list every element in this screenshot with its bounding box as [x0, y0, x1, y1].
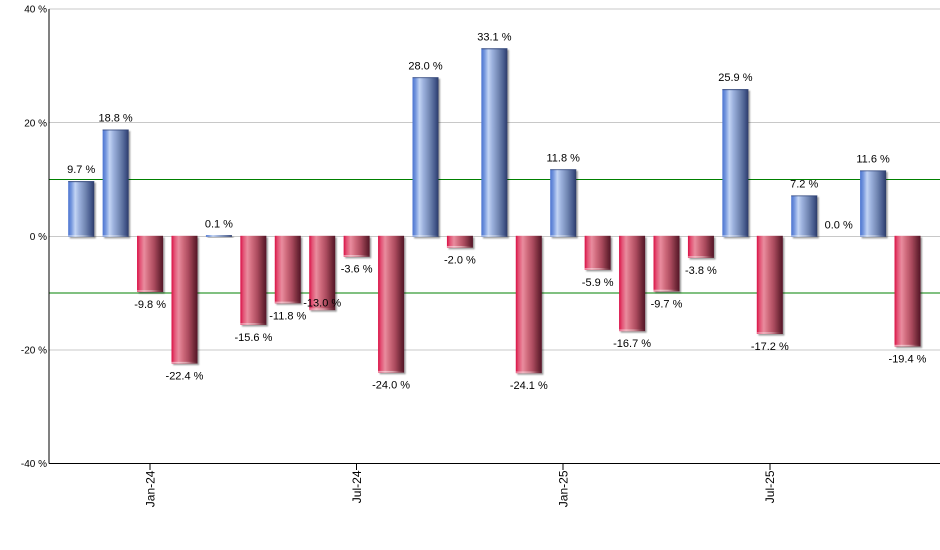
- svg-text:11.8 %: 11.8 %: [546, 152, 580, 164]
- svg-text:-22.4 %: -22.4 %: [166, 371, 204, 383]
- svg-text:-2.0 %: -2.0 %: [444, 255, 476, 267]
- svg-text:-9.7 %: -9.7 %: [651, 298, 683, 310]
- svg-text:0.1 %: 0.1 %: [205, 219, 233, 231]
- svg-text:18.8 %: 18.8 %: [98, 113, 132, 125]
- svg-text:-16.7 %: -16.7 %: [613, 338, 651, 350]
- svg-text:-40 %: -40 %: [21, 459, 47, 470]
- svg-text:-19.4 %: -19.4 %: [889, 354, 927, 366]
- svg-text:-3.8 %: -3.8 %: [685, 265, 717, 277]
- svg-text:Jan-25: Jan-25: [557, 470, 571, 507]
- svg-text:40 %: 40 %: [24, 5, 47, 16]
- svg-text:-24.1 %: -24.1 %: [510, 380, 548, 392]
- svg-text:-5.9 %: -5.9 %: [582, 277, 614, 289]
- svg-text:Jul-24: Jul-24: [350, 470, 364, 503]
- svg-text:Jan-24: Jan-24: [143, 470, 157, 507]
- svg-text:-13.0 %: -13.0 %: [303, 298, 341, 310]
- svg-text:-17.2 %: -17.2 %: [751, 341, 789, 353]
- svg-text:-9.8 %: -9.8 %: [134, 299, 166, 311]
- svg-text:9.7 %: 9.7 %: [67, 164, 95, 176]
- svg-text:0 %: 0 %: [30, 232, 47, 243]
- svg-text:-3.6 %: -3.6 %: [341, 264, 373, 276]
- svg-text:-15.6 %: -15.6 %: [234, 332, 272, 344]
- svg-text:-20 %: -20 %: [21, 346, 47, 357]
- svg-text:33.1 %: 33.1 %: [477, 31, 511, 43]
- svg-text:-11.8 %: -11.8 %: [269, 310, 306, 322]
- svg-text:25.9 %: 25.9 %: [718, 72, 752, 84]
- svg-text:Jul-25: Jul-25: [763, 470, 777, 503]
- svg-text:7.2 %: 7.2 %: [790, 178, 818, 190]
- svg-text:28.0 %: 28.0 %: [408, 60, 442, 72]
- svg-text:-24.0 %: -24.0 %: [372, 380, 410, 392]
- svg-text:0.0 %: 0.0 %: [825, 219, 853, 231]
- svg-text:11.6 %: 11.6 %: [856, 153, 890, 165]
- svg-text:20 %: 20 %: [24, 118, 47, 129]
